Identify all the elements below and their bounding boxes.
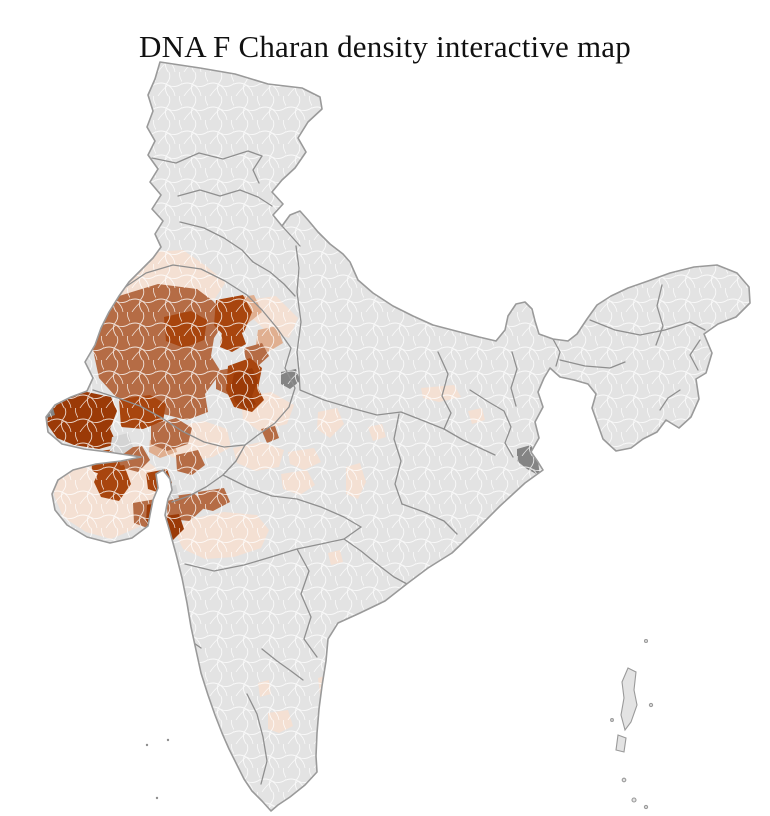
andaman-nicobar-islands[interactable] xyxy=(610,638,654,810)
island[interactable] xyxy=(610,718,614,722)
district-boundaries-mesh xyxy=(46,62,750,811)
island[interactable] xyxy=(643,804,649,810)
island[interactable] xyxy=(620,667,638,732)
state-borders xyxy=(92,150,706,785)
island[interactable] xyxy=(615,734,627,753)
island[interactable] xyxy=(631,797,637,803)
island[interactable] xyxy=(155,796,159,800)
island[interactable] xyxy=(648,702,654,708)
island[interactable] xyxy=(145,743,149,747)
page-title: DNA F Charan density interactive map xyxy=(139,28,631,64)
island[interactable] xyxy=(166,738,170,742)
country-outline xyxy=(45,61,751,812)
island[interactable] xyxy=(621,777,627,783)
lakshadweep-islands[interactable] xyxy=(145,738,170,800)
island[interactable] xyxy=(643,638,649,644)
